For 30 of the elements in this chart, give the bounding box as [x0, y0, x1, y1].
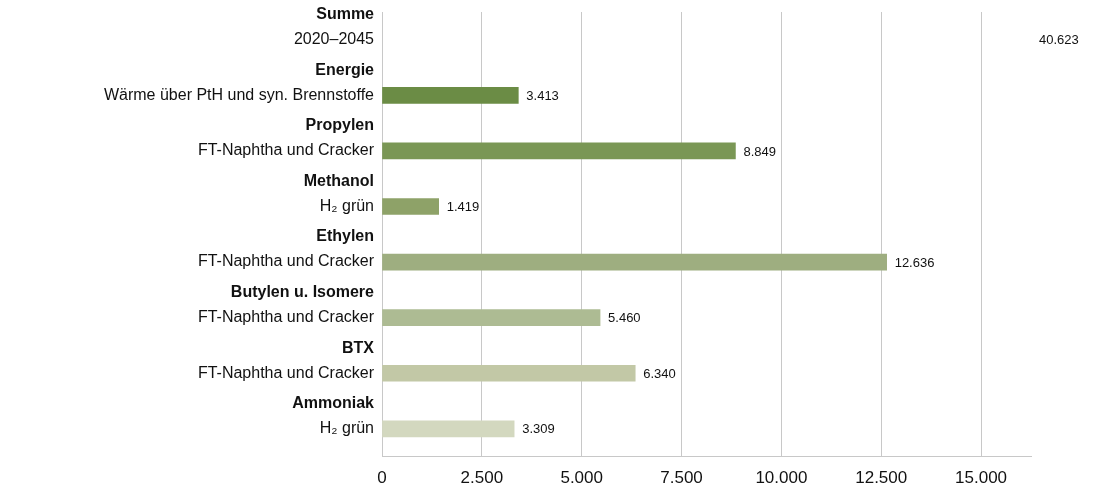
y-tick-label: Ammoniak H₂ grün	[292, 394, 375, 437]
y-tick-label: Summe 2020–2045	[293, 5, 375, 48]
x-tick-label: 0	[377, 468, 387, 488]
y-tick-label: BTX FT-Naphtha und Cracker	[197, 338, 375, 381]
bar	[382, 420, 515, 438]
text: 40.623	[1039, 32, 1079, 48]
y-tick-label: Methanol H₂ grün	[303, 171, 374, 214]
bar	[382, 198, 439, 215]
x-tick-label: 2.500	[460, 468, 504, 488]
data-label: 12.636	[894, 254, 935, 270]
x-tick-label: 15.000	[955, 468, 1008, 488]
x-tick-label: 10.000	[755, 468, 808, 488]
y-tick-label: Butylen u. Isomere FT-Naphtha und Cracker	[197, 283, 375, 326]
bar	[382, 253, 887, 271]
bar	[382, 142, 736, 160]
bar	[382, 87, 519, 104]
data-label: 6.340	[643, 365, 676, 381]
bar	[382, 364, 636, 382]
data-label: 1.419	[446, 199, 480, 215]
y-tick-label: Energie Wärme über PtH und syn. Brennstoffe	[103, 60, 375, 103]
data-label: 5.460	[608, 310, 641, 326]
x-tick-label: 5.000	[560, 468, 603, 488]
data-label: 3.413	[526, 87, 559, 103]
x-tick-label: 12.500	[855, 468, 908, 488]
y-tick-label: Ethylen FT-Naphtha und Cracker	[197, 227, 375, 270]
data-label: 8.849	[743, 143, 776, 159]
data-label: 3.309	[522, 421, 555, 437]
bar	[382, 309, 601, 326]
y-tick-label: Propylen FT-Naphtha und Cracker	[197, 116, 375, 159]
x-tick-label: 7.500	[660, 468, 703, 488]
